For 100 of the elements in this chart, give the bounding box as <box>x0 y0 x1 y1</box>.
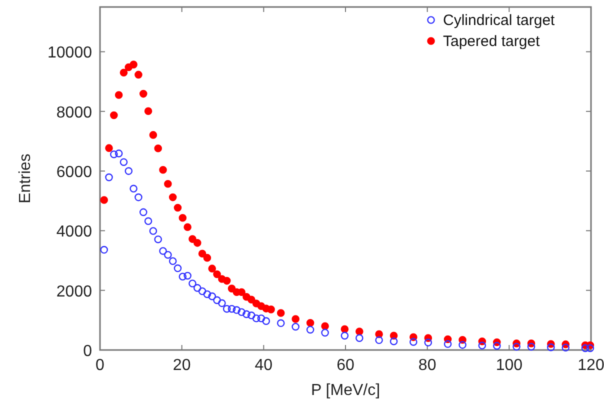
y-tick-label: 10000 <box>48 44 92 62</box>
point <box>222 304 231 313</box>
point <box>444 340 452 348</box>
point <box>139 90 148 98</box>
point <box>267 306 275 314</box>
point <box>193 239 202 247</box>
x-tick-label: 100 <box>496 357 523 374</box>
point <box>184 223 192 232</box>
point <box>100 246 108 254</box>
point <box>218 299 226 308</box>
point <box>174 204 182 212</box>
x-tick-label: 20 <box>172 357 191 374</box>
point <box>134 70 142 79</box>
point <box>203 290 212 298</box>
point <box>154 235 162 244</box>
point <box>257 314 266 322</box>
x-tick-label: 120 <box>578 357 604 374</box>
point <box>188 280 196 288</box>
point <box>213 296 221 304</box>
point <box>375 330 383 338</box>
point <box>154 144 162 152</box>
point <box>144 107 152 115</box>
point <box>340 332 349 340</box>
point <box>340 325 349 334</box>
point <box>124 167 133 175</box>
x-axis-title: P [MeV/c] <box>310 382 380 399</box>
point <box>114 150 123 158</box>
point <box>208 264 216 272</box>
point <box>159 247 167 255</box>
point <box>105 144 113 152</box>
legend-label: Cylindrical target <box>443 12 556 29</box>
point <box>198 287 206 296</box>
point <box>424 338 432 346</box>
point <box>114 91 123 99</box>
point <box>213 270 221 278</box>
point <box>159 166 167 174</box>
point <box>149 227 158 235</box>
point <box>547 343 555 352</box>
point <box>105 173 113 182</box>
y-tick-label: 6000 <box>56 164 92 182</box>
point <box>252 314 260 322</box>
point <box>247 296 256 304</box>
point <box>321 322 329 330</box>
y-tick-label: 8000 <box>56 104 92 122</box>
x-tick-label: 0 <box>96 357 105 374</box>
point <box>390 337 398 346</box>
point <box>478 342 486 350</box>
point <box>232 306 241 314</box>
point <box>306 326 314 334</box>
point <box>188 235 196 243</box>
point <box>292 322 300 331</box>
point <box>149 131 158 139</box>
point <box>562 344 570 352</box>
point <box>242 310 250 318</box>
point <box>168 257 177 266</box>
point <box>458 341 466 349</box>
point <box>130 184 138 193</box>
y-tick-label: 2000 <box>56 283 92 300</box>
x-tick-label: 80 <box>418 357 436 374</box>
point <box>276 319 285 328</box>
point <box>208 292 216 300</box>
point <box>193 284 202 292</box>
point <box>527 342 536 351</box>
point <box>100 196 108 204</box>
point <box>581 344 590 352</box>
point <box>586 344 594 352</box>
point <box>492 342 501 350</box>
y-tick-label: 4000 <box>56 224 92 241</box>
point <box>203 254 212 262</box>
y-tick-label: 0 <box>83 343 92 360</box>
point <box>321 328 329 337</box>
point <box>410 338 418 346</box>
point <box>276 309 285 317</box>
point <box>130 60 138 68</box>
point <box>139 208 148 216</box>
point <box>512 342 520 351</box>
point <box>198 250 206 258</box>
point <box>178 272 187 281</box>
point <box>238 308 246 316</box>
point <box>262 317 270 325</box>
point <box>306 318 314 327</box>
point <box>178 214 187 222</box>
point <box>247 312 256 320</box>
point <box>356 328 364 336</box>
point <box>228 304 236 313</box>
point <box>375 336 383 344</box>
point <box>292 315 300 323</box>
point <box>174 264 182 272</box>
y-axis-title: Entries <box>17 154 34 204</box>
legend-label: Tapered target <box>443 33 541 50</box>
point <box>164 250 172 259</box>
point <box>134 193 142 202</box>
point <box>184 272 192 280</box>
point <box>356 334 364 342</box>
point <box>120 158 128 166</box>
point <box>110 150 118 158</box>
point <box>168 193 177 202</box>
x-tick-label: 40 <box>254 357 273 374</box>
point <box>110 111 118 120</box>
point <box>120 68 128 77</box>
